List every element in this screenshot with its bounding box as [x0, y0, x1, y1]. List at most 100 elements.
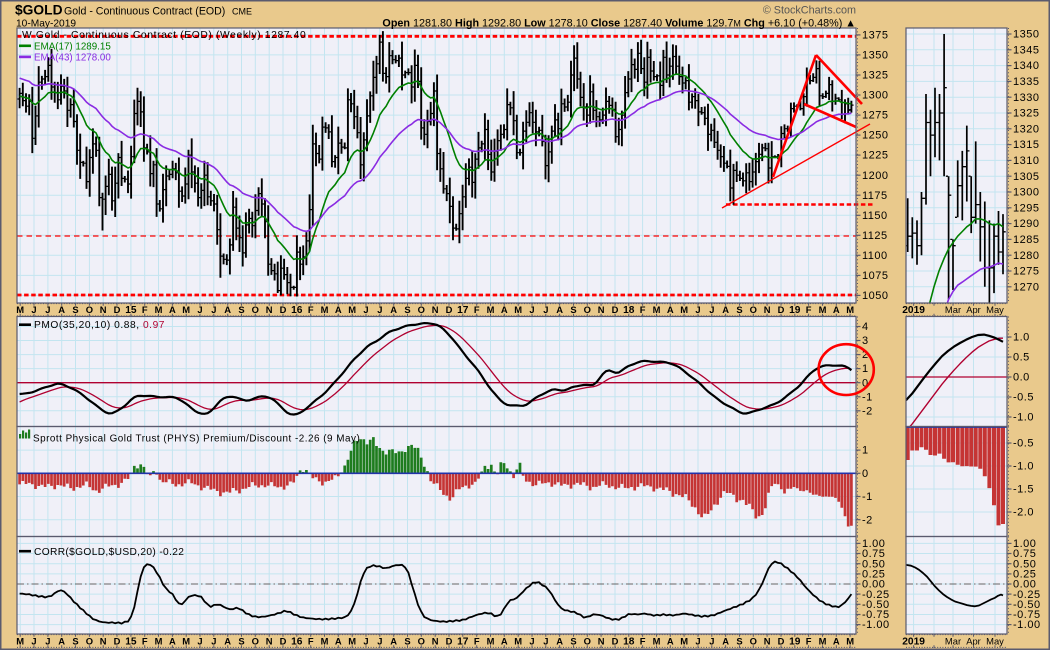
svg-text:J: J: [377, 304, 382, 315]
svg-text:O: O: [86, 304, 93, 315]
svg-text:O: O: [86, 635, 93, 646]
svg-text:N: N: [432, 635, 439, 646]
svg-text:A: A: [556, 635, 563, 646]
svg-text:1225: 1225: [862, 150, 888, 162]
svg-text:19: 19: [789, 305, 801, 316]
svg-text:D: D: [114, 304, 121, 315]
svg-text:D: D: [446, 635, 453, 646]
svg-text:J: J: [529, 304, 534, 315]
svg-text:0.25: 0.25: [1013, 569, 1036, 581]
svg-text:Mar: Mar: [945, 635, 961, 646]
svg-text:Open 1281.80 High 1292.80 Low: Open 1281.80 High 1292.80 Low 1278.10 Cl…: [382, 18, 856, 30]
svg-text:1050: 1050: [862, 290, 888, 302]
svg-text:J: J: [529, 635, 534, 646]
svg-text:3: 3: [862, 335, 869, 347]
svg-text:N: N: [598, 635, 605, 646]
svg-text:D: D: [778, 304, 785, 315]
svg-text:-0.5: -0.5: [1013, 392, 1034, 404]
svg-text:-0.50: -0.50: [1013, 599, 1041, 611]
svg-text:F: F: [806, 304, 812, 315]
svg-text:S: S: [570, 635, 576, 646]
svg-text:4: 4: [862, 321, 869, 333]
svg-text:-2.0: -2.0: [1013, 507, 1034, 519]
svg-text:May: May: [986, 304, 1004, 315]
svg-text:A: A: [58, 635, 65, 646]
svg-text:1350: 1350: [862, 50, 888, 62]
svg-text:1275: 1275: [1013, 266, 1039, 278]
svg-text:CORR($GOLD,$USD,20) -0.22: CORR($GOLD,$USD,20) -0.22: [34, 547, 184, 558]
svg-text:EMA(17) 1289.15: EMA(17) 1289.15: [34, 41, 111, 52]
svg-text:M: M: [653, 635, 661, 646]
svg-text:D: D: [280, 635, 287, 646]
svg-text:O: O: [750, 635, 757, 646]
svg-text:A: A: [335, 635, 342, 646]
svg-text:F: F: [474, 635, 480, 646]
svg-text:1340: 1340: [1013, 60, 1039, 72]
svg-text:J: J: [45, 635, 50, 646]
svg-text:M: M: [514, 304, 522, 315]
svg-text:S: S: [404, 635, 410, 646]
svg-text:1325: 1325: [1013, 108, 1039, 120]
svg-text:S: S: [736, 304, 742, 315]
svg-text:J: J: [197, 635, 202, 646]
svg-text:M: M: [321, 635, 329, 646]
svg-text:D: D: [778, 635, 785, 646]
svg-text:-2: -2: [862, 514, 873, 526]
svg-text:1325: 1325: [862, 70, 888, 82]
svg-text:2019: 2019: [902, 636, 925, 647]
svg-text:0: 0: [862, 377, 869, 389]
svg-text:J: J: [211, 635, 216, 646]
svg-text:1295: 1295: [1013, 202, 1039, 214]
svg-text:J: J: [543, 304, 548, 315]
svg-text:1150: 1150: [862, 210, 888, 222]
svg-text:N: N: [598, 304, 605, 315]
svg-text:EMA(43) 1278.00: EMA(43) 1278.00: [34, 52, 111, 63]
svg-text:A: A: [169, 635, 176, 646]
svg-text:A: A: [501, 635, 508, 646]
svg-text:M: M: [16, 304, 24, 315]
svg-text:A: A: [390, 304, 397, 315]
svg-text:A: A: [556, 304, 563, 315]
svg-text:-2: -2: [862, 405, 873, 417]
svg-text:2019: 2019: [902, 305, 925, 316]
svg-text:-1: -1: [862, 491, 873, 503]
svg-text:M: M: [487, 304, 495, 315]
svg-text:19: 19: [789, 636, 801, 647]
svg-text:A: A: [833, 304, 840, 315]
svg-text:M: M: [846, 635, 854, 646]
svg-text:D: D: [446, 304, 453, 315]
svg-text:N: N: [764, 304, 771, 315]
svg-text:M: M: [514, 635, 522, 646]
svg-text:F: F: [308, 635, 314, 646]
svg-text:M: M: [819, 635, 827, 646]
svg-text:A: A: [169, 304, 176, 315]
svg-text:A: A: [335, 304, 342, 315]
svg-text:S: S: [72, 304, 78, 315]
svg-text:-1.00: -1.00: [862, 619, 890, 631]
svg-text:F: F: [474, 304, 480, 315]
svg-text:J: J: [709, 304, 714, 315]
svg-text:S: S: [72, 635, 78, 646]
svg-text:1345: 1345: [1013, 44, 1039, 56]
svg-text:0.25: 0.25: [862, 569, 885, 581]
svg-text:1300: 1300: [1013, 187, 1039, 199]
svg-text:M: M: [680, 304, 688, 315]
svg-text:-0.75: -0.75: [1013, 609, 1041, 621]
svg-text:0.75: 0.75: [862, 548, 885, 560]
svg-text:0.0: 0.0: [1013, 372, 1030, 384]
svg-text:M: M: [155, 304, 163, 315]
svg-text:M: M: [348, 304, 356, 315]
svg-text:F: F: [308, 304, 314, 315]
svg-text:F: F: [640, 304, 646, 315]
svg-text:1100: 1100: [862, 250, 888, 262]
svg-text:J: J: [363, 304, 368, 315]
svg-text:0.50: 0.50: [862, 558, 885, 570]
svg-text:1330: 1330: [1013, 92, 1039, 104]
svg-text:Sprott Physical Gold Trust (PH: Sprott Physical Gold Trust (PHYS) Premiu…: [33, 434, 360, 445]
svg-text:M: M: [819, 304, 827, 315]
svg-text:D: D: [114, 635, 121, 646]
svg-text:1275: 1275: [862, 110, 888, 122]
svg-text:D: D: [612, 635, 619, 646]
svg-text:J: J: [695, 304, 700, 315]
svg-text:J: J: [197, 304, 202, 315]
